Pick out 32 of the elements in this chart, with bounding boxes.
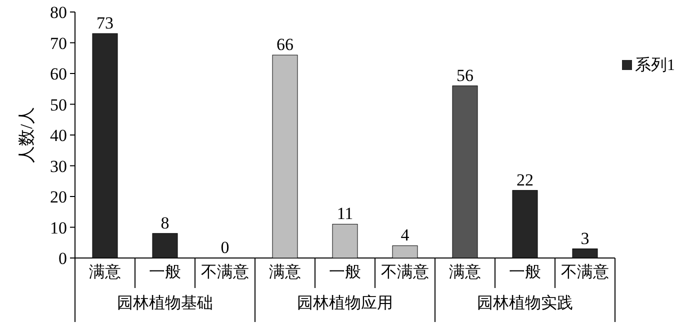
data-label: 3 xyxy=(580,228,590,248)
y-tick-label: 0 xyxy=(58,249,67,268)
text: 园林植物实践 xyxy=(477,294,573,312)
text: 园林植物基础 xyxy=(117,294,213,312)
y-tick-label: 60 xyxy=(50,64,67,84)
y-tick-label: 20 xyxy=(50,188,67,206)
data-label: 8 xyxy=(160,213,170,232)
data-label: 56 xyxy=(456,66,474,85)
legend-label: 系列1 xyxy=(635,56,675,74)
x-tick-label: 一般 xyxy=(509,264,541,281)
data-label: 4 xyxy=(400,226,410,245)
data-label: 0 xyxy=(220,238,230,257)
y-tick-label: 70 xyxy=(50,34,67,53)
data-label: 73 xyxy=(96,14,114,33)
y-tick-label: 50 xyxy=(50,95,67,114)
y-tick-label: 30 xyxy=(50,156,67,176)
y-tick-label: 10 xyxy=(50,218,67,238)
text: 园林植物应用 xyxy=(297,294,393,312)
x-tick-label: 满意 xyxy=(449,263,481,281)
x-tick-label: 不满意 xyxy=(201,263,249,281)
y-axis-title: 人数/人 xyxy=(17,107,36,163)
x-tick-label: 一般 xyxy=(149,264,181,281)
x-tick-label: 一般 xyxy=(329,264,361,281)
x-tick-label: 不满意 xyxy=(381,263,429,281)
x-tick-label: 满意 xyxy=(269,263,301,281)
data-label: 11 xyxy=(336,204,354,224)
data-label: 66 xyxy=(276,35,294,54)
y-tick-label: 40 xyxy=(50,126,67,145)
data-label: 22 xyxy=(516,170,534,190)
y-tick-label: 80 xyxy=(50,3,67,22)
x-tick-label: 满意 xyxy=(89,263,121,281)
x-tick-label: 不满意 xyxy=(561,263,609,281)
